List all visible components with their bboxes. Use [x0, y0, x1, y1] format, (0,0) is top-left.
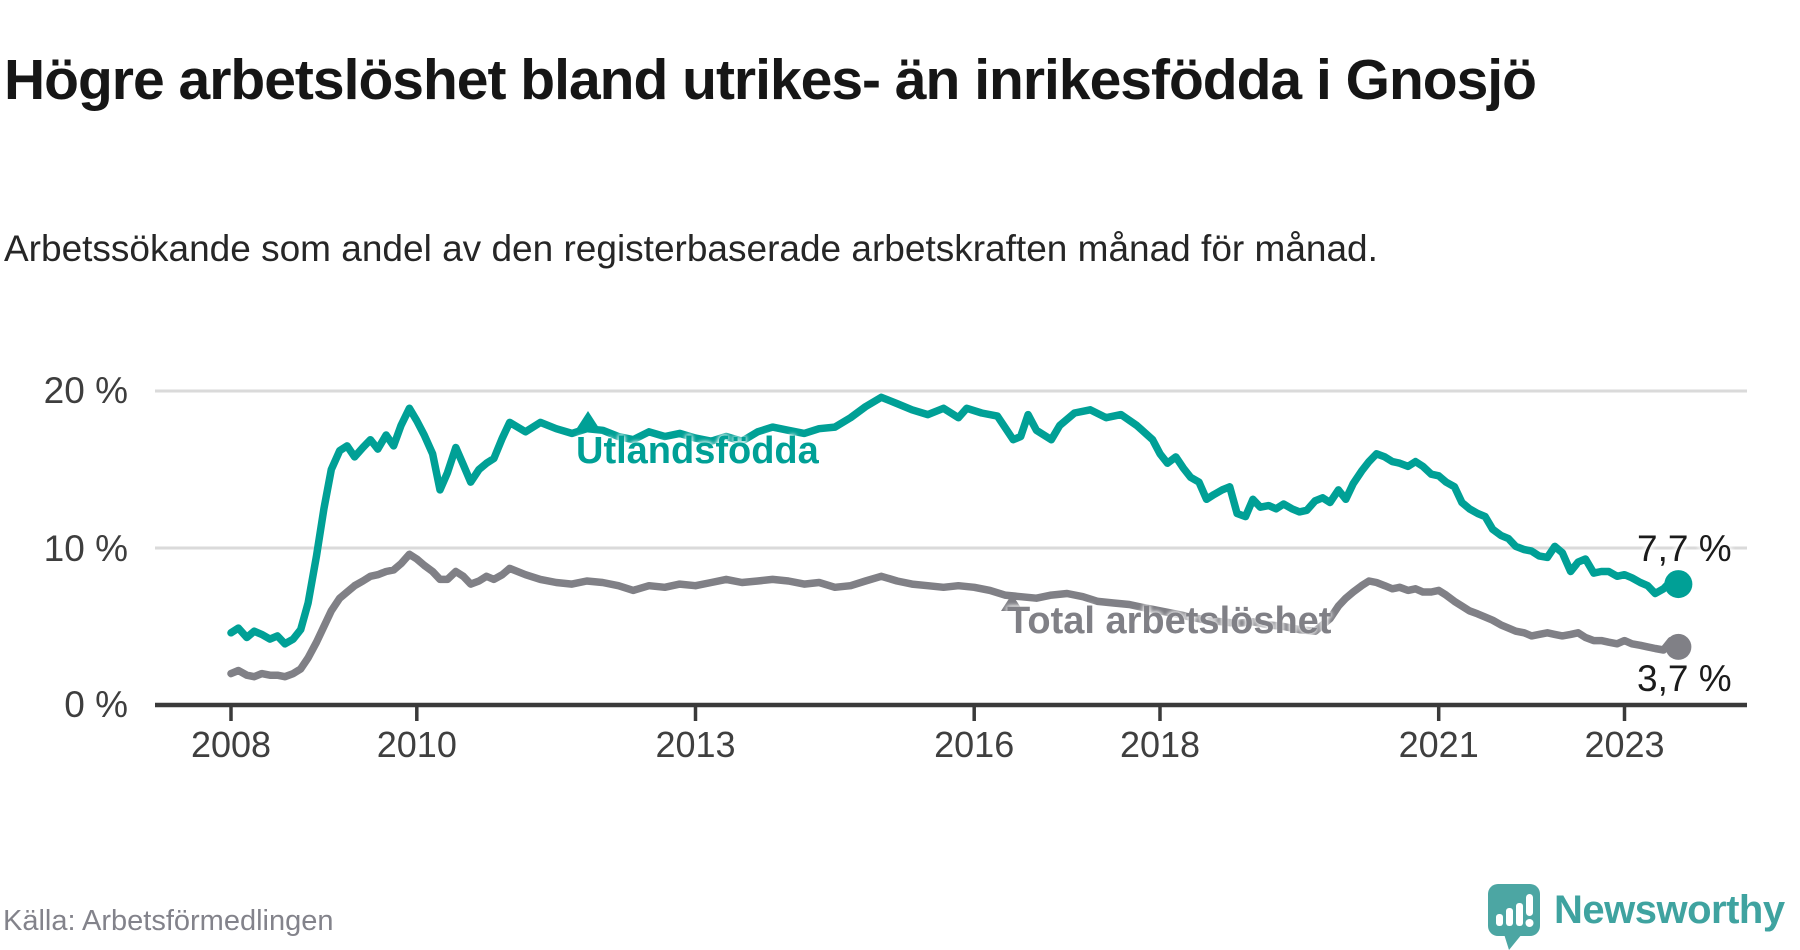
newsworthy-logo: Newsworthy: [1488, 884, 1785, 950]
newsworthy-bubble-icon: [1488, 884, 1540, 950]
series-label-utlandsfodda: Utlandsfödda: [576, 430, 819, 472]
end-dot-total-arbetsloshet: [1665, 633, 1692, 660]
page-title: Högre arbetslöshet bland utrikes- än inr…: [4, 48, 1537, 113]
chart-subtitle: Arbetssökande som andel av den registerb…: [4, 228, 1378, 269]
total-arbetsloshet-arrow-up-icon: [1001, 594, 1023, 611]
newsworthy-wordmark: Newsworthy: [1554, 888, 1785, 932]
source-attribution: Källa: Arbetsförmedlingen: [3, 905, 334, 937]
y-axis-label-10: 10 %: [43, 528, 128, 569]
series-line-total-arbetsloshet: [227, 550, 1683, 681]
end-value-utlandsfodda: 7,7 %: [1637, 528, 1732, 569]
x-tick-label-2008: 2008: [191, 724, 271, 765]
end-value-total: 3,7 %: [1637, 658, 1732, 699]
x-tick-label-2018: 2018: [1120, 724, 1200, 765]
x-tick-label-2013: 2013: [655, 724, 735, 765]
end-dot-utlandsfodda: [1664, 570, 1693, 599]
x-tick-label-2016: 2016: [934, 724, 1014, 765]
x-tick-label-2023: 2023: [1584, 724, 1664, 765]
x-tick-label-2010: 2010: [377, 724, 457, 765]
series-line-utlandsfodda: [227, 393, 1683, 648]
utlandsfodda-arrow-up-icon: [577, 411, 599, 428]
y-axis-label-0: 0 %: [64, 684, 128, 725]
series-label-total-arbetsloshet: Total arbetslöshet: [1007, 600, 1332, 642]
x-tick-label-2021: 2021: [1399, 724, 1479, 765]
y-axis-label-20: 20 %: [43, 370, 128, 411]
